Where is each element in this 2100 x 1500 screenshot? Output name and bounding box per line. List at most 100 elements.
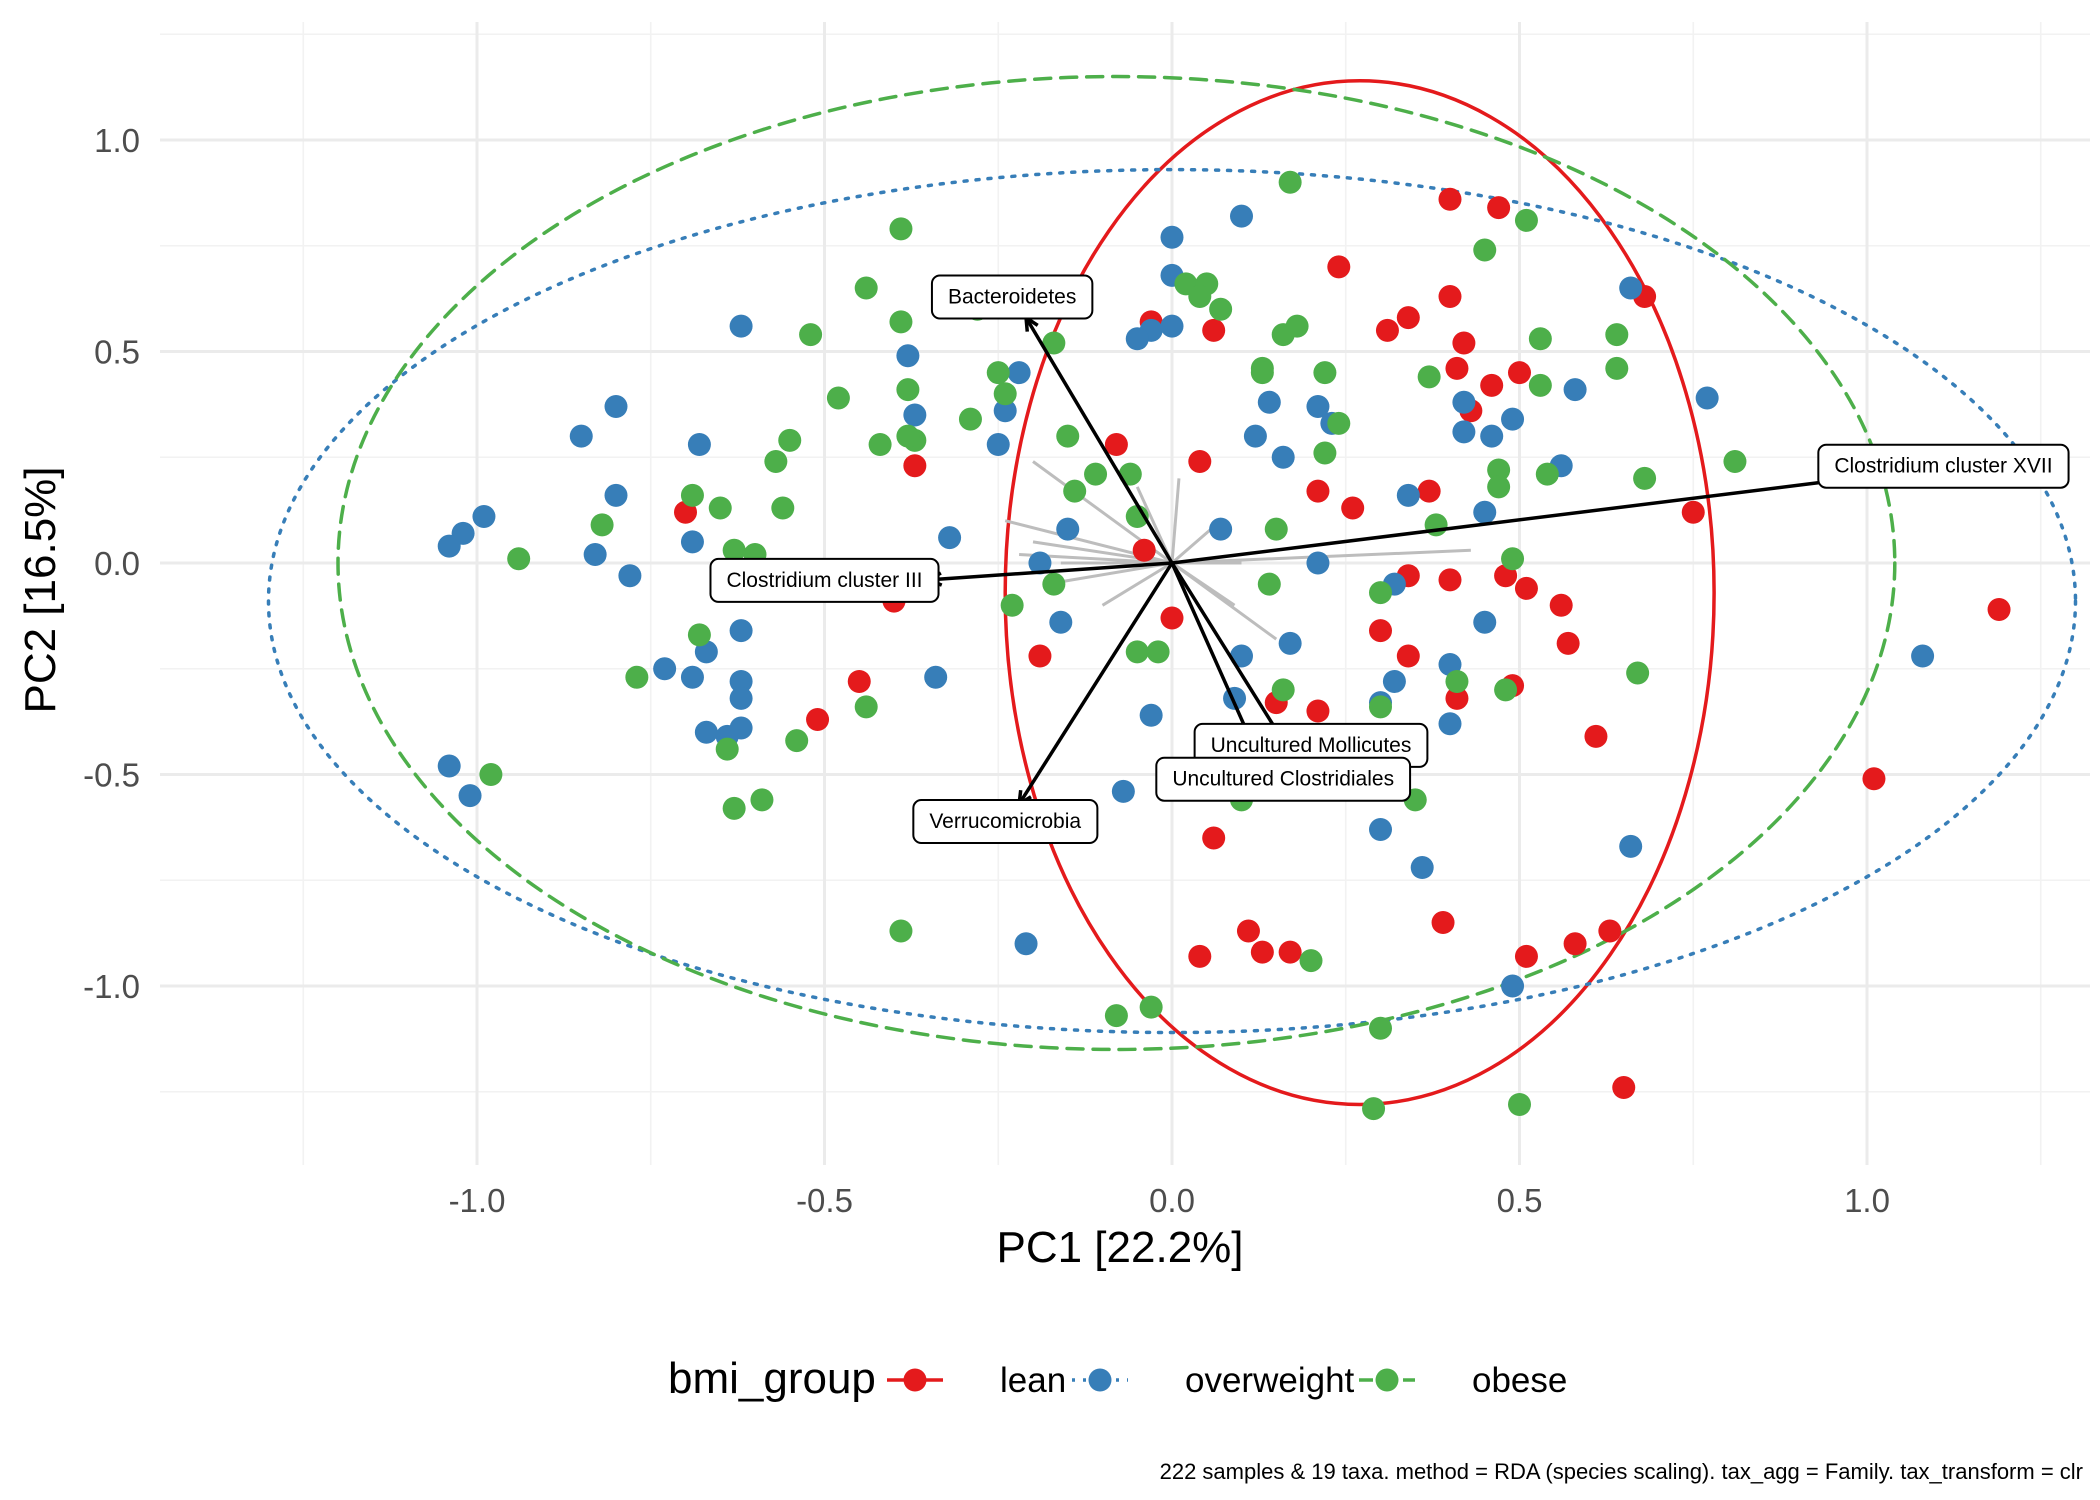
- minor-loading-line: [1101, 561, 1173, 607]
- obese-point: [1250, 361, 1274, 385]
- overweight-point: [1160, 314, 1184, 338]
- x-tick-label: 0.5: [1497, 1182, 1543, 1219]
- obese-point: [1369, 695, 1392, 719]
- obese-point: [1084, 462, 1108, 486]
- lean-point: [1445, 356, 1469, 380]
- taxon-labels: Bacteroidetes Clostridium cluster XVII Clo…: [709, 274, 2070, 845]
- taxon-label-text: Uncultured Clostridiales: [1172, 768, 1394, 791]
- lean-point: [1202, 318, 1226, 342]
- lean-point: [1396, 306, 1420, 330]
- x-tick-label: 1.0: [1844, 1182, 1890, 1219]
- overweight-point: [729, 314, 753, 338]
- taxon-label: Clostridium cluster III: [709, 557, 940, 603]
- overweight-point: [986, 433, 1010, 457]
- obese-point: [799, 323, 823, 347]
- overweight-point: [583, 543, 607, 567]
- obese-point: [1723, 449, 1747, 473]
- taxon-label-box: [1155, 756, 1412, 802]
- overweight-point: [1501, 974, 1525, 998]
- grid: [160, 22, 2090, 1165]
- obese-ellipse: [336, 74, 1897, 1052]
- taxon-label-box: [709, 557, 940, 603]
- obese-point: [1605, 356, 1629, 380]
- obese-point: [722, 538, 746, 562]
- loading-arrow: [1024, 316, 1174, 564]
- lean-point: [1250, 940, 1274, 964]
- legend-label: lean: [1000, 1361, 1066, 1400]
- lean-point: [1514, 944, 1538, 968]
- overweight-point: [729, 686, 753, 710]
- lean-point: [1987, 598, 2011, 622]
- overweight-point: [1111, 779, 1135, 803]
- obese-point: [889, 919, 913, 943]
- lean-point: [1556, 631, 1580, 655]
- loading-arrow: [1171, 476, 1854, 565]
- overweight-point: [694, 720, 718, 744]
- overweight-point: [1209, 517, 1233, 541]
- lean-point: [1327, 255, 1351, 279]
- caption: 222 samples & 19 taxa. method = RDA (spe…: [1160, 1459, 2083, 1484]
- overweight-point: [896, 344, 920, 368]
- lean-point: [1452, 331, 1476, 355]
- obese-point: [1514, 208, 1538, 232]
- overweight-point: [1911, 644, 1935, 668]
- obese-point: [750, 788, 774, 812]
- obese-point: [1278, 170, 1302, 194]
- lean-point: [1438, 568, 1462, 592]
- lean-point: [847, 669, 871, 693]
- taxon-label-box: [912, 799, 1099, 845]
- overweight-point: [1473, 500, 1497, 524]
- obese-point: [771, 496, 795, 520]
- legend-title: bmi_group: [668, 1354, 876, 1403]
- axis-ticks: -1.0 -0.5 0.0 0.5 1.0 1.0 0.5 0.0 -0.5 -1.0: [83, 122, 1890, 1219]
- obese-point: [868, 433, 892, 457]
- obese-point: [1188, 285, 1212, 309]
- overweight-point: [1049, 610, 1073, 634]
- lean-point: [1417, 479, 1441, 503]
- obese-point: [1056, 424, 1080, 448]
- taxon-label-box: [1817, 443, 2070, 489]
- taxon-label: Uncultured Mollicutes: [1193, 722, 1429, 768]
- lean-point: [1549, 593, 1573, 617]
- lean-point: [1375, 318, 1399, 342]
- lean-point: [1188, 944, 1212, 968]
- lean-point: [1612, 1076, 1636, 1100]
- overweight-point: [1278, 631, 1302, 655]
- overweight-point: [680, 530, 704, 554]
- obese-point: [1313, 441, 1337, 465]
- lean-ellipse: [1003, 79, 1716, 1107]
- x-axis-title: PC1 [22.2%]: [996, 1223, 1243, 1272]
- overweight-point: [1139, 703, 1163, 727]
- obese-point: [1528, 327, 1552, 351]
- obese-point: [1313, 361, 1337, 385]
- taxon-label: Uncultured Clostridiales: [1155, 756, 1412, 802]
- overweight-point: [437, 534, 461, 558]
- lean-point: [1487, 196, 1511, 220]
- overweight-point: [1230, 204, 1253, 228]
- overweight-point: [938, 526, 962, 550]
- overweight-point: [729, 669, 753, 693]
- overweight-point: [604, 394, 628, 418]
- overweight-ellipse: [266, 167, 2078, 1035]
- obese-point: [507, 547, 531, 571]
- lean-point: [1236, 919, 1260, 943]
- obese-point: [479, 763, 503, 786]
- obese-point: [1271, 678, 1295, 702]
- obese-point: [1487, 458, 1511, 482]
- lean-point: [1584, 724, 1608, 748]
- lean-point: [1104, 433, 1128, 457]
- overweight-point: [569, 424, 593, 448]
- obese-point: [1125, 640, 1149, 664]
- overweight-point: [1014, 932, 1038, 956]
- x-tick-label: -0.5: [796, 1182, 853, 1219]
- taxon-label-text: Clostridium cluster XVII: [1834, 455, 2052, 478]
- obese-point: [1257, 572, 1281, 596]
- obese-point: [1264, 517, 1288, 541]
- obese-point: [1042, 331, 1066, 355]
- obese-point: [1528, 373, 1552, 397]
- overweight-point: [1125, 327, 1149, 351]
- overweight-point: [1695, 386, 1719, 410]
- legend-key-point: [1088, 1368, 1112, 1392]
- obese-point: [1535, 462, 1559, 486]
- overweight-point: [993, 399, 1017, 423]
